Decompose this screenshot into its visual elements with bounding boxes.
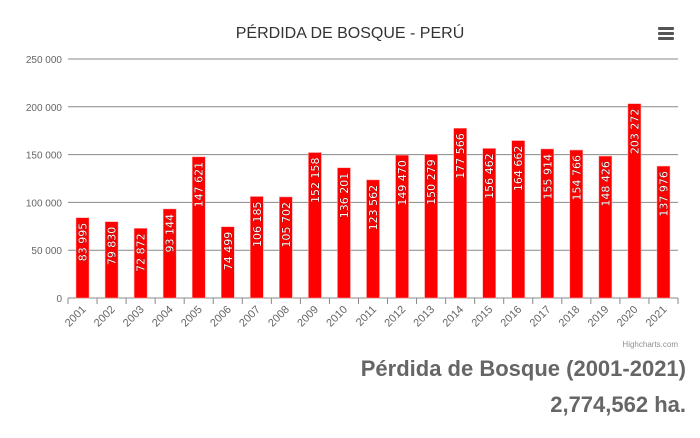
x-tick-label: 2009	[295, 304, 321, 330]
data-label: 93 144	[164, 214, 177, 253]
bar[interactable]	[569, 149, 584, 299]
x-tick-label: 2018	[557, 304, 583, 330]
y-tick-label: 100 000	[26, 198, 63, 209]
bar[interactable]	[453, 127, 467, 299]
x-tick-label: 2005	[179, 304, 205, 330]
x-tick-label: 2017	[528, 304, 554, 330]
bar[interactable]	[250, 196, 264, 299]
x-tick-label: 2004	[150, 304, 176, 330]
credits-link[interactable]: Highcharts.com	[622, 340, 678, 349]
bar[interactable]	[482, 148, 496, 299]
bar[interactable]	[395, 154, 409, 299]
x-tick-label: 2007	[237, 304, 263, 330]
x-tick-label: 2021	[644, 304, 670, 330]
data-label: 83 995	[77, 223, 90, 262]
bar[interactable]	[162, 208, 177, 299]
data-label: 177 566	[454, 133, 467, 179]
y-tick-label: 200 000	[26, 103, 63, 114]
bar[interactable]	[366, 179, 380, 299]
data-label: 152 158	[309, 158, 322, 204]
bar[interactable]	[279, 196, 293, 299]
y-tick-label: 0	[56, 294, 62, 305]
x-tick-label: 2011	[354, 304, 379, 329]
bar[interactable]	[424, 154, 438, 299]
x-tick-label: 2015	[470, 304, 496, 330]
data-label: 149 470	[396, 160, 409, 206]
data-label: 136 201	[338, 173, 351, 219]
bar[interactable]	[133, 228, 148, 299]
x-tick-label: 2010	[324, 304, 350, 330]
x-tick-label: 2019	[586, 304, 612, 330]
total-value: 2,774,562 ha.	[550, 392, 686, 417]
bar[interactable]	[540, 148, 555, 299]
y-tick-label: 150 000	[26, 151, 63, 162]
data-label: 148 426	[599, 161, 612, 207]
data-label: 74 499	[222, 232, 235, 271]
data-label: 72 872	[135, 233, 148, 271]
bar[interactable]	[598, 155, 613, 299]
x-tick-label: 2013	[411, 304, 437, 330]
chart-title: PÉRDIDA DE BOSQUE - PERÚ	[236, 23, 465, 42]
x-tick-label: 2006	[208, 304, 234, 330]
bar[interactable]	[221, 226, 235, 299]
x-tick-label: 2001	[63, 304, 89, 330]
bar[interactable]	[656, 165, 671, 299]
x-tick-label: 2014	[440, 304, 466, 330]
bar[interactable]	[104, 221, 119, 299]
bar[interactable]	[337, 167, 351, 299]
x-tick-label: 2002	[92, 304, 118, 330]
bar[interactable]	[75, 217, 90, 299]
data-label: 147 621	[193, 162, 206, 208]
data-label: 203 272	[628, 109, 641, 155]
data-label: 164 662	[512, 146, 525, 192]
x-tick-label: 2016	[499, 304, 525, 330]
bar[interactable]	[511, 140, 525, 299]
bar[interactable]	[627, 103, 642, 299]
bar[interactable]	[308, 152, 322, 299]
data-label: 156 462	[483, 153, 496, 199]
x-tick-label: 2020	[615, 304, 641, 330]
data-label: 123 562	[367, 185, 380, 231]
data-label: 106 185	[251, 201, 264, 247]
data-label: 155 914	[541, 154, 554, 200]
data-label: 137 976	[657, 171, 670, 217]
menu-icon[interactable]	[658, 27, 674, 41]
y-tick-label: 50 000	[31, 246, 62, 257]
subtitle: Pérdida de Bosque (2001-2021)	[360, 356, 686, 381]
data-label: 154 766	[570, 155, 583, 201]
data-label: 79 830	[106, 227, 119, 266]
data-label: 150 279	[425, 159, 438, 205]
x-tick-label: 2012	[382, 304, 408, 330]
x-tick-label: 2008	[266, 304, 292, 330]
y-tick-label: 250 000	[26, 55, 63, 66]
x-tick-label: 2003	[121, 304, 147, 330]
data-label: 105 702	[280, 202, 293, 248]
bar[interactable]	[191, 156, 206, 299]
